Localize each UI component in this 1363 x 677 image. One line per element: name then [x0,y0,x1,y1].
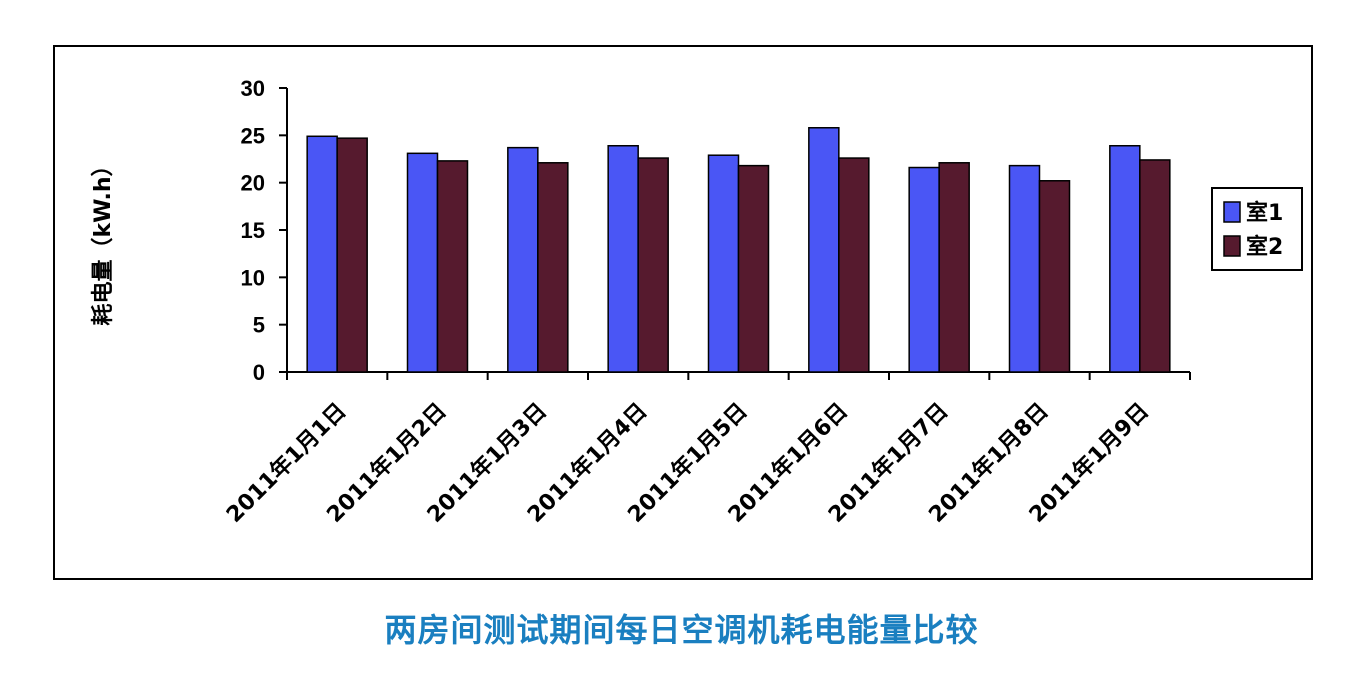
y-tick-label: 0 [253,360,265,385]
legend-swatch [1223,201,1241,223]
y-tick-label: 20 [241,171,265,196]
bar-1 [808,127,840,373]
y-tick-label: 30 [241,76,265,101]
bar-2 [737,164,770,373]
bar-2 [336,137,368,373]
bar-2 [938,162,970,373]
bar-2 [436,160,469,373]
bar-2 [1038,180,1071,373]
bar-1 [607,144,639,373]
legend-label: 室1 [1246,200,1283,226]
bar-2 [1139,159,1171,373]
bar-1 [908,166,940,373]
bar-chart: 051015202530耗电量（kW.h）2011年1月1日2011年1月2日2… [90,76,1303,528]
legend-swatch [1223,235,1241,257]
y-tick-label: 10 [241,265,265,290]
y-tick-label: 15 [241,218,265,243]
y-tick-label: 5 [253,313,265,338]
bar-1 [707,154,740,373]
bar-1 [507,146,539,373]
bar-2 [637,157,669,373]
chart-frame [53,45,1313,580]
bar-1 [406,152,439,373]
bar-2 [537,162,569,373]
bar-1 [1008,164,1041,373]
bar-1 [1109,144,1141,373]
legend-label: 室2 [1246,234,1283,260]
bar-1 [306,135,338,373]
chart-caption: 两房间测试期间每日空调机耗电能量比较 [384,611,979,649]
y-tick-label: 25 [241,123,265,148]
y-axis-label: 耗电量（kW.h） [90,154,116,325]
bar-2 [838,157,870,373]
